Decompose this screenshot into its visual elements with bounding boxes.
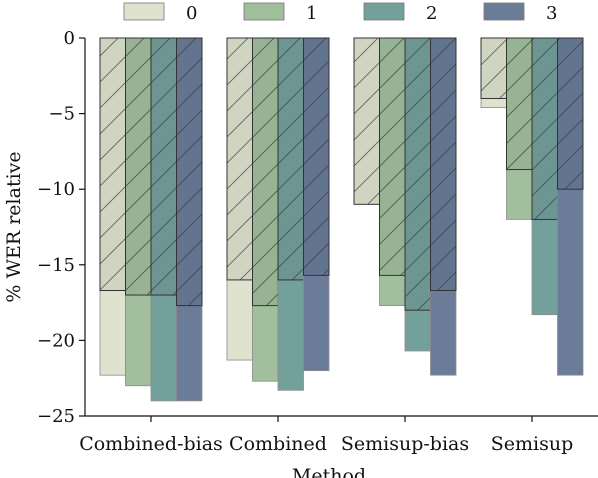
y-tick-label: −15 xyxy=(37,255,75,276)
legend-label: 2 xyxy=(426,3,437,24)
bars xyxy=(99,37,584,402)
y-axis: 0 −5 −10 −15 −20 −25 xyxy=(37,28,86,427)
x-tick-label: Combined xyxy=(229,433,327,455)
legend-label: 1 xyxy=(306,3,317,24)
y-tick-label: −10 xyxy=(37,179,75,200)
bar-hatched xyxy=(226,37,253,281)
bar-hatched xyxy=(277,37,304,281)
legend-label: 3 xyxy=(546,3,557,24)
bar-hatched xyxy=(531,37,558,220)
bar-hatched xyxy=(125,37,152,296)
legend-swatch xyxy=(243,2,285,21)
x-tick-label: Semisup xyxy=(491,433,574,455)
bar-hatched xyxy=(480,37,507,99)
bar-hatched xyxy=(353,37,380,205)
bar-hatched xyxy=(404,37,431,311)
x-axis: Combined-bias Combined Semisup-bias Semisup xyxy=(79,415,598,455)
bar-hatched xyxy=(379,37,406,276)
bar-hatched xyxy=(557,37,584,190)
bar-hatched xyxy=(176,37,203,307)
bar-hatched xyxy=(303,37,330,276)
y-axis-title: % WER relative xyxy=(3,151,25,302)
bar-hatched xyxy=(150,37,177,296)
bar-hatched xyxy=(506,37,533,171)
x-tick-label: Semisup-bias xyxy=(341,433,469,455)
legend-swatch xyxy=(363,2,405,21)
x-tick-label: Combined-bias xyxy=(79,433,223,455)
x-axis-title: Method xyxy=(292,465,366,478)
y-tick-label: −5 xyxy=(48,104,75,125)
bar-hatched xyxy=(252,37,279,307)
legend-swatch xyxy=(123,2,165,21)
bar-hatched xyxy=(99,37,126,292)
y-tick-label: 0 xyxy=(64,28,75,49)
legend-label: 0 xyxy=(186,3,197,24)
y-tick-label: −25 xyxy=(37,406,75,427)
bar-hatched xyxy=(430,37,457,292)
legend: 0 1 2 3 xyxy=(123,2,557,24)
legend-swatch xyxy=(483,2,525,21)
y-tick-label: −20 xyxy=(37,330,75,351)
